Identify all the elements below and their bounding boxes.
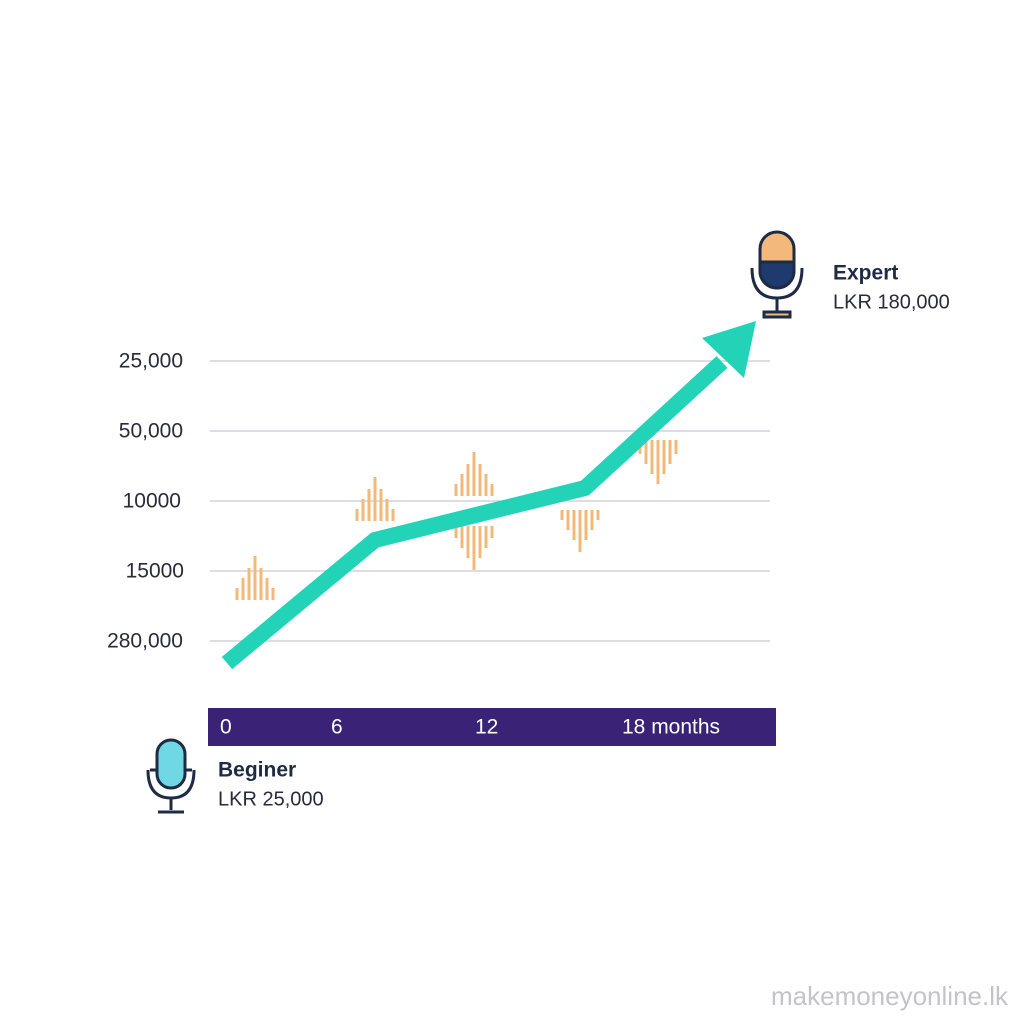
growth-arrow <box>221 321 756 670</box>
expert-title: Expert <box>833 262 898 285</box>
beginner-mic <box>146 738 196 814</box>
expert-amount: LKR 180,000 <box>833 291 950 313</box>
watermark: makemoneyonline.lk <box>771 981 1009 1011</box>
x-axis-bar <box>208 708 776 746</box>
y-labels: 25,000 50,000 10000 15000 280,000 <box>107 350 184 653</box>
grid <box>210 360 770 642</box>
y-label: 10000 <box>123 490 181 513</box>
arrow-line <box>221 356 728 670</box>
x-label: 18 months <box>622 716 720 739</box>
x-label: 0 <box>220 716 232 739</box>
beginner-amount: LKR 25,000 <box>218 788 324 810</box>
x-label: 12 <box>475 716 498 739</box>
waveforms <box>235 440 678 600</box>
beginner-title: Beginer <box>218 759 296 782</box>
x-label: 6 <box>331 716 343 739</box>
x-labels: 0 6 12 18 months <box>220 716 720 739</box>
y-label: 25,000 <box>119 350 183 373</box>
arrow-head <box>702 321 756 378</box>
y-label: 15000 <box>126 560 184 583</box>
expert-mic <box>750 230 804 319</box>
y-label: 280,000 <box>107 630 183 653</box>
y-label: 50,000 <box>119 420 183 443</box>
